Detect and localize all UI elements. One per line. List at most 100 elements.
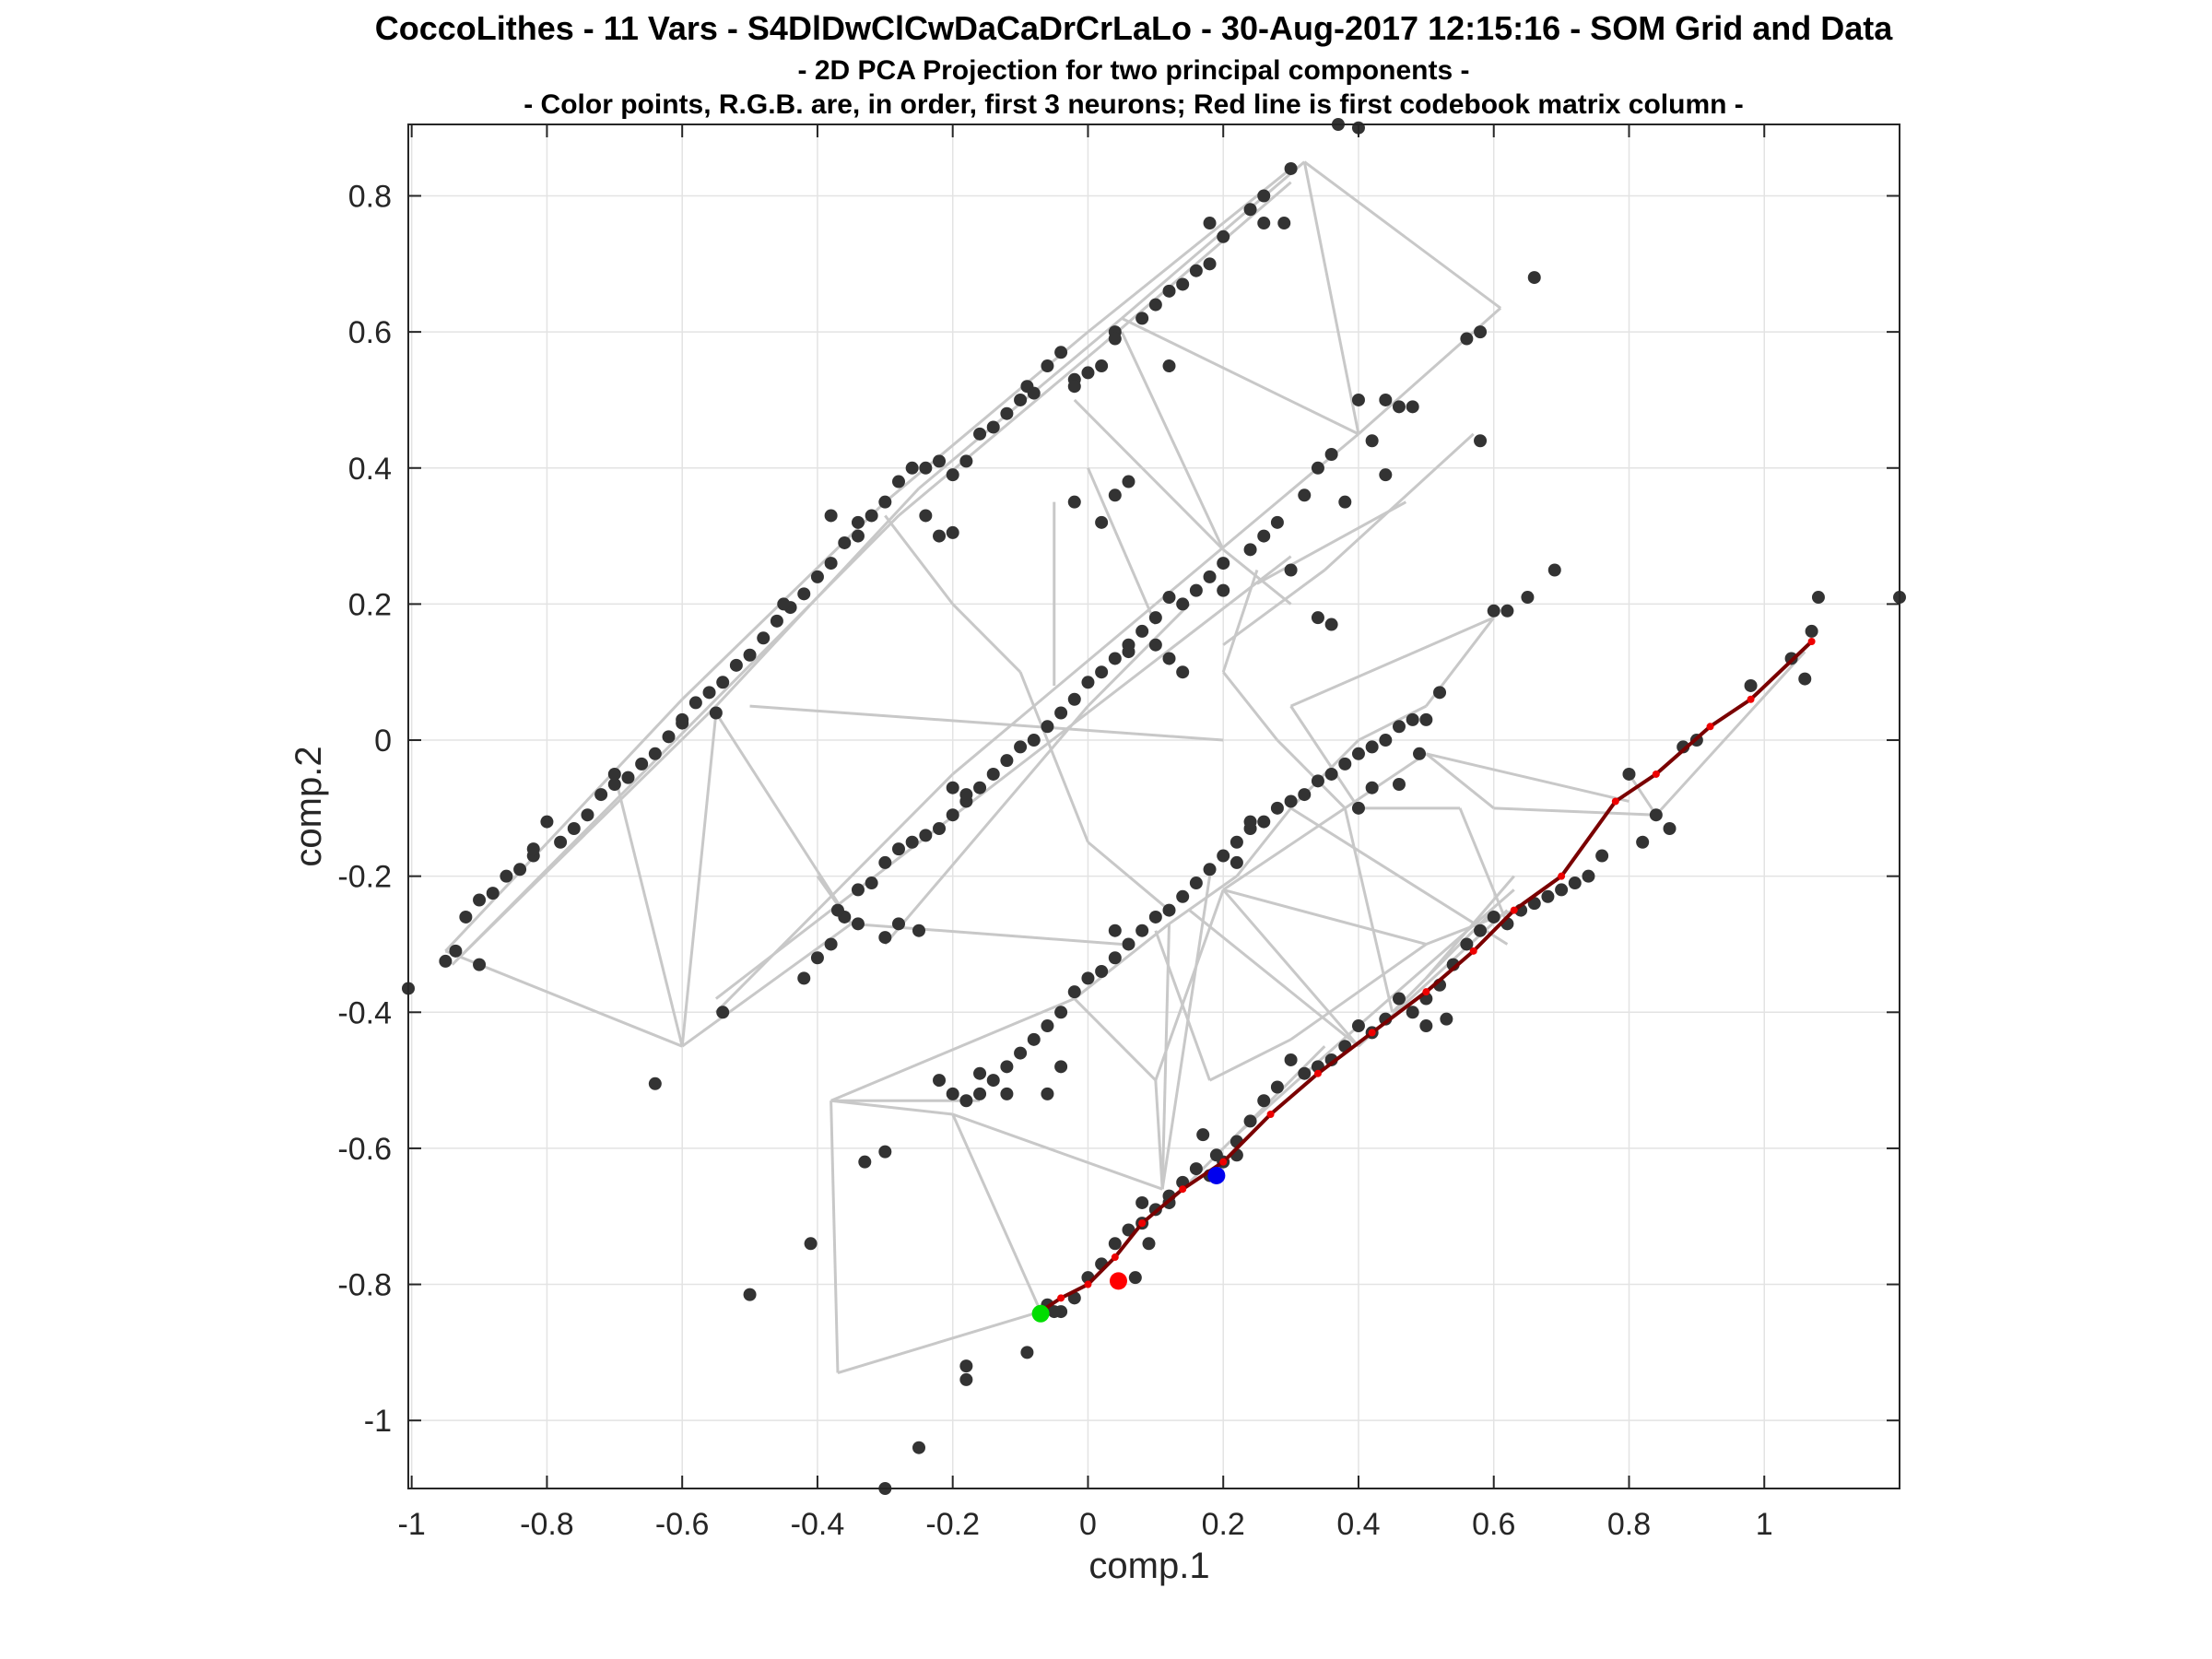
codebook-vertex bbox=[1138, 1219, 1147, 1228]
data-point bbox=[1162, 591, 1176, 605]
data-point bbox=[1067, 692, 1081, 706]
data-point bbox=[1744, 678, 1758, 692]
data-point bbox=[1379, 468, 1393, 482]
data-point bbox=[702, 686, 716, 700]
som-grid-edge bbox=[1235, 1024, 1359, 1136]
codebook-vertex bbox=[1807, 637, 1816, 645]
data-point bbox=[933, 529, 947, 543]
data-point bbox=[540, 815, 554, 829]
data-point bbox=[500, 869, 513, 883]
data-point bbox=[676, 712, 689, 726]
data-point bbox=[830, 903, 844, 917]
codebook-vertex bbox=[1179, 1185, 1187, 1194]
data-point bbox=[1054, 1006, 1068, 1019]
data-point bbox=[933, 821, 947, 835]
data-point bbox=[1311, 461, 1324, 475]
data-point bbox=[1298, 788, 1312, 802]
som-grid-edge bbox=[1087, 167, 1292, 334]
data-point bbox=[1108, 924, 1122, 937]
data-point bbox=[1298, 488, 1312, 502]
chart-subtitle-2: - Color points, R.G.B. are, in order, fi… bbox=[524, 89, 1744, 120]
data-point bbox=[1433, 686, 1447, 700]
data-point bbox=[1217, 583, 1230, 597]
data-point bbox=[838, 535, 852, 549]
data-point bbox=[716, 676, 730, 689]
data-point bbox=[1041, 359, 1054, 373]
data-point bbox=[648, 1077, 662, 1090]
data-point bbox=[607, 778, 621, 792]
som-grid-edge bbox=[1087, 603, 1191, 708]
data-point bbox=[878, 931, 892, 945]
data-point bbox=[919, 509, 933, 523]
som-grid-edge bbox=[1324, 432, 1475, 571]
data-point bbox=[1270, 1080, 1284, 1094]
data-point bbox=[1067, 380, 1081, 394]
som-grid-edge bbox=[830, 997, 1076, 1102]
plot-area: -1 -0.8 -0.6 -0.4 -0.2 0 0.2 0.4 0.6 0.8 1 -1-0.8-… bbox=[337, 118, 1906, 1542]
x-tick-label: -1 bbox=[398, 1507, 426, 1542]
som-grid-edge bbox=[951, 603, 1157, 776]
som-grid-edge bbox=[1289, 705, 1360, 809]
data-point bbox=[946, 808, 959, 822]
data-point bbox=[1649, 808, 1663, 822]
data-point bbox=[777, 597, 791, 611]
som-grid-edge bbox=[830, 1100, 840, 1373]
y-tick-label: -1 bbox=[364, 1404, 392, 1439]
data-point bbox=[1500, 604, 1514, 618]
data-point bbox=[1108, 332, 1122, 346]
data-point bbox=[1067, 985, 1081, 999]
data-point bbox=[1148, 910, 1162, 924]
data-point bbox=[1217, 849, 1230, 863]
data-point bbox=[1189, 583, 1203, 597]
data-point bbox=[526, 842, 540, 856]
data-point bbox=[1189, 877, 1203, 890]
som-grid-edge bbox=[1222, 888, 1360, 1048]
data-point bbox=[1419, 1019, 1433, 1033]
som-grid-edge bbox=[444, 698, 684, 952]
data-point bbox=[1284, 161, 1298, 175]
data-point bbox=[878, 855, 892, 869]
data-point bbox=[973, 1087, 987, 1100]
data-point bbox=[1298, 1066, 1312, 1080]
data-point bbox=[851, 883, 865, 897]
data-point bbox=[1054, 706, 1068, 720]
som-grid-edge bbox=[1221, 570, 1259, 673]
chart-title: CoccoLithes - 11 Vars - S4DlDwClCwDaCaDr… bbox=[375, 9, 1893, 47]
data-point bbox=[1555, 883, 1569, 897]
data-points bbox=[402, 118, 1906, 1495]
som-grid-edge bbox=[1276, 738, 1347, 809]
som-grid-edge bbox=[1121, 160, 1306, 320]
data-point bbox=[1095, 515, 1109, 529]
som-grid-edge bbox=[1289, 806, 1509, 946]
codebook-vertex bbox=[1747, 695, 1755, 703]
som-grid-edge bbox=[1154, 1080, 1164, 1190]
data-point bbox=[1108, 951, 1122, 965]
data-point bbox=[1277, 217, 1291, 230]
data-point bbox=[1041, 1087, 1054, 1100]
y-tick-label: -0.4 bbox=[337, 995, 392, 1030]
y-tick-label: -0.8 bbox=[337, 1268, 392, 1303]
som-grid-edge bbox=[1357, 888, 1515, 1028]
data-point bbox=[1636, 835, 1650, 849]
data-point bbox=[1209, 1148, 1223, 1162]
data-point bbox=[1311, 611, 1324, 625]
y-tick-label: -0.6 bbox=[337, 1132, 392, 1167]
som-grid-edge bbox=[1087, 841, 1171, 912]
data-point bbox=[1108, 488, 1122, 502]
som-grid-edge bbox=[1358, 704, 1428, 742]
data-point bbox=[824, 557, 838, 571]
data-point bbox=[1663, 821, 1677, 835]
data-point bbox=[554, 835, 568, 849]
data-point bbox=[1041, 1019, 1054, 1033]
data-point bbox=[1595, 849, 1609, 863]
data-point bbox=[1324, 618, 1338, 631]
data-point bbox=[1081, 366, 1095, 380]
data-point bbox=[1440, 1012, 1453, 1026]
data-point bbox=[1162, 652, 1176, 665]
data-point bbox=[1217, 229, 1230, 243]
som-grid-edge bbox=[1222, 671, 1279, 741]
som-grid-edge bbox=[613, 773, 684, 1047]
som-grid-edge bbox=[1120, 331, 1225, 550]
data-point bbox=[1041, 720, 1054, 734]
data-point bbox=[1474, 924, 1488, 937]
